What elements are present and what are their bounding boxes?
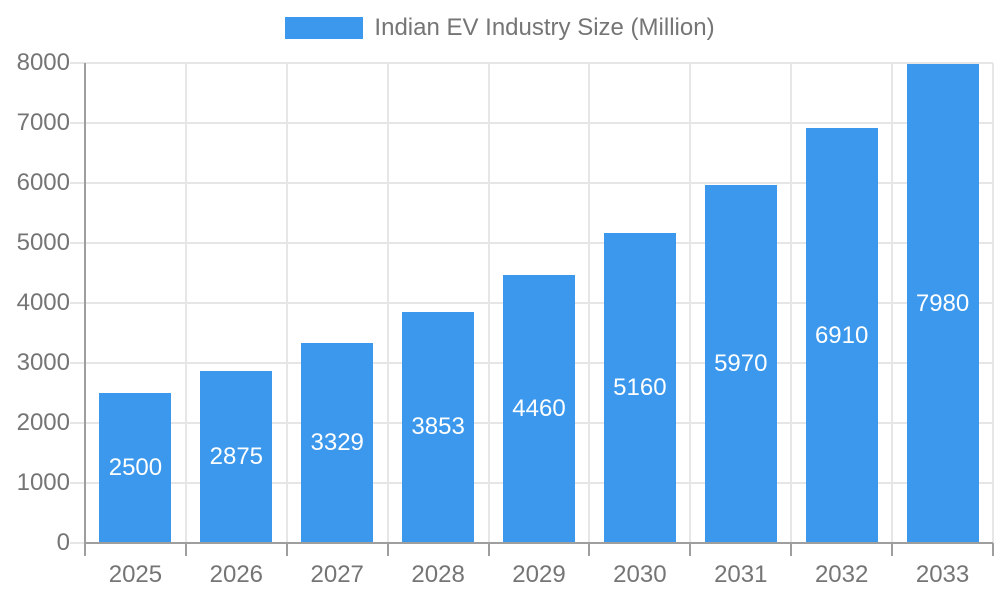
y-axis-tick xyxy=(70,482,85,484)
bar-2030[interactable] xyxy=(603,233,676,542)
bar-value-label: 4460 xyxy=(512,395,566,423)
x-gridline xyxy=(588,63,591,543)
y-gridline xyxy=(85,122,993,124)
y-axis-line xyxy=(84,63,86,556)
bar-value-label: 5970 xyxy=(714,349,768,377)
x-gridline xyxy=(487,63,490,543)
legend-item-ev-industry-size[interactable]: Indian EV Industry Size (Million) xyxy=(285,14,715,42)
bar-value-label: 3853 xyxy=(411,413,465,441)
y-tick-label: 8000 xyxy=(16,49,70,76)
bar-2031[interactable] xyxy=(704,184,777,542)
x-tick-label: 2030 xyxy=(613,561,667,588)
x-axis-tick xyxy=(487,543,490,556)
x-tick-label: 2026 xyxy=(209,561,264,588)
y-tick-label: 5000 xyxy=(16,229,70,256)
y-axis-tick xyxy=(70,122,85,124)
bar-2026[interactable] xyxy=(200,370,273,542)
legend-swatch-icon xyxy=(285,17,364,39)
x-tick-label: 2031 xyxy=(714,561,768,588)
bar-2032[interactable] xyxy=(805,128,878,542)
bar-2029[interactable] xyxy=(503,275,575,542)
x-tick-label: 2033 xyxy=(915,561,970,588)
y-gridline xyxy=(85,62,993,64)
y-axis-tick xyxy=(70,302,85,304)
y-gridline xyxy=(85,182,993,184)
x-axis-tick xyxy=(689,543,692,556)
bar-value-label: 6910 xyxy=(814,321,869,349)
x-axis-tick xyxy=(891,543,894,556)
x-gridline xyxy=(689,63,692,543)
x-gridline xyxy=(992,63,994,543)
y-axis-tick xyxy=(70,242,85,244)
bar-value-label: 7980 xyxy=(915,289,970,317)
x-gridline xyxy=(790,63,793,543)
y-tick-label: 6000 xyxy=(16,169,70,196)
bar-2025[interactable] xyxy=(99,393,172,542)
y-axis-tick xyxy=(70,362,85,364)
bar-2033[interactable] xyxy=(906,64,979,542)
x-gridline xyxy=(184,63,187,543)
x-axis-tick xyxy=(184,543,187,556)
y-tick-label: 4000 xyxy=(16,289,70,316)
bar-2028[interactable] xyxy=(402,311,475,542)
y-axis-tick xyxy=(70,182,85,184)
x-tick-label: 2032 xyxy=(814,561,869,588)
x-axis-tick xyxy=(386,543,389,556)
y-axis-tick xyxy=(70,422,85,424)
legend-label: Indian EV Industry Size (Million) xyxy=(374,14,715,41)
x-tick-label: 2025 xyxy=(108,561,163,588)
bar-value-label: 3329 xyxy=(310,429,364,457)
x-axis-tick xyxy=(285,543,288,556)
bar-value-label: 5160 xyxy=(613,374,667,402)
legend: Indian EV Industry Size (Million) xyxy=(0,14,1000,42)
y-axis-tick xyxy=(70,542,85,544)
y-axis-tick xyxy=(70,62,85,64)
y-tick-label: 3000 xyxy=(16,349,70,376)
x-gridline xyxy=(386,63,389,543)
x-axis-baseline xyxy=(85,542,993,544)
y-tick-label: 7000 xyxy=(16,109,70,136)
y-tick-label: 2000 xyxy=(16,409,70,436)
y-tick-label: 1000 xyxy=(16,469,70,496)
x-tick-label: 2028 xyxy=(411,561,465,588)
x-gridline xyxy=(891,63,894,543)
bar-2027[interactable] xyxy=(301,343,374,542)
x-axis-tick xyxy=(588,543,591,556)
x-axis-tick xyxy=(790,543,793,556)
x-tick-label: 2027 xyxy=(310,561,364,588)
x-axis-tick xyxy=(992,543,994,556)
bar-value-label: 2875 xyxy=(209,442,264,470)
y-gridline xyxy=(85,242,993,244)
x-gridline xyxy=(285,63,288,543)
x-tick-label: 2029 xyxy=(512,561,566,588)
y-tick-label: 0 xyxy=(56,529,70,556)
bar-value-label: 2500 xyxy=(108,454,163,481)
